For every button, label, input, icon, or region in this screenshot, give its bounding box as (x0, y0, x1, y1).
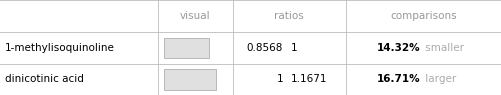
Text: 1.1671: 1.1671 (291, 74, 327, 84)
Text: 16.71%: 16.71% (377, 74, 421, 84)
Text: 1: 1 (291, 43, 297, 53)
Text: 14.32%: 14.32% (377, 43, 421, 53)
Text: dinicotinic acid: dinicotinic acid (5, 74, 84, 84)
Bar (164, 69, 216, 90)
Text: larger: larger (422, 74, 456, 84)
Text: smaller: smaller (422, 43, 464, 53)
Bar (164, 38, 209, 58)
Text: 1: 1 (277, 74, 283, 84)
Text: ratios: ratios (275, 11, 304, 21)
Text: comparisons: comparisons (390, 11, 456, 21)
Text: 0.8568: 0.8568 (246, 43, 283, 53)
Text: 1-methylisoquinoline: 1-methylisoquinoline (5, 43, 115, 53)
Text: visual: visual (180, 11, 211, 21)
